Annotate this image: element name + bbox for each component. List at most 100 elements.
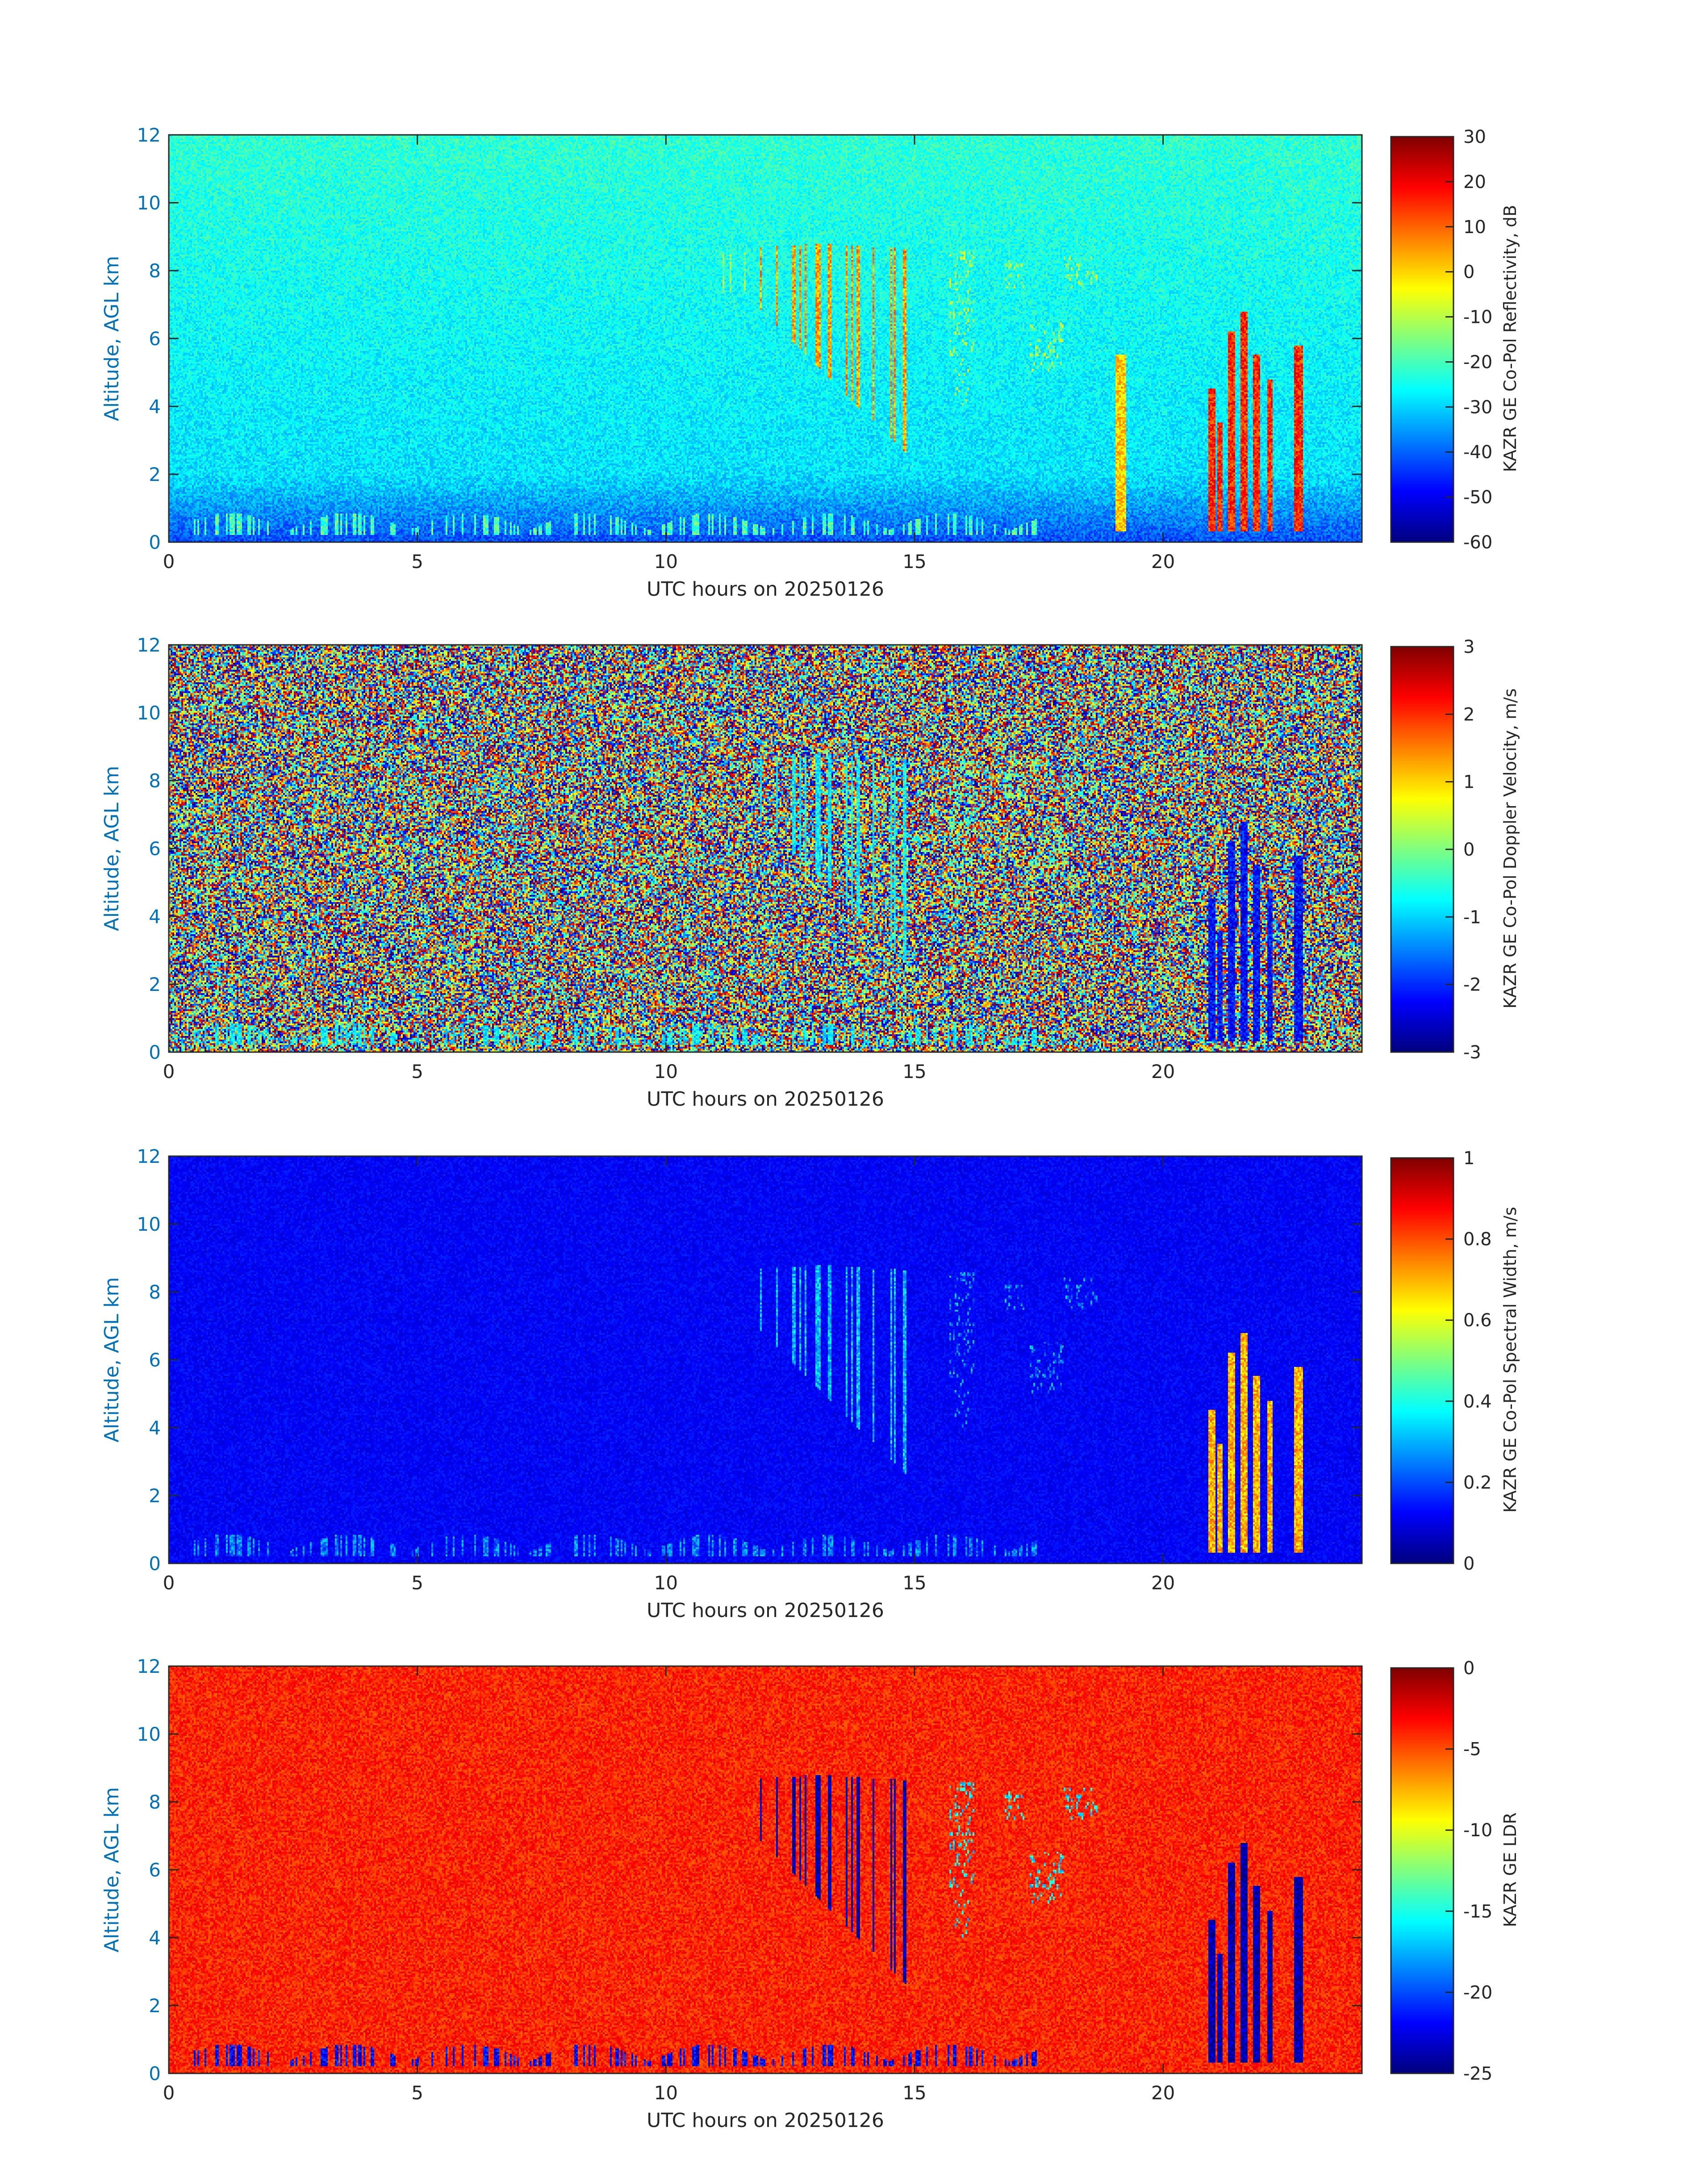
doppler-velocity-axes: 0 5 10 15 20 0 2 4 6 8 10 12 UTC hours on 20250126 Al…: [100, 634, 1363, 1111]
colorbar-gradient: [1390, 1667, 1454, 2074]
ldr-axes: 0 5 10 15 20 0 2 4 6 8 10 12 UTC hours on 20250126 Al…: [100, 1655, 1363, 2132]
y-tick-label: 8: [149, 260, 161, 282]
x-tick-label: 10: [654, 551, 678, 572]
y-tick-label: 2: [149, 1485, 161, 1507]
x-tick-label: 10: [654, 1061, 678, 1082]
x-tick-label: 5: [411, 2082, 423, 2104]
y-tick-label: 10: [137, 702, 161, 724]
reflectivity-axes: 0 5 10 15 20 0 2 4 6 8 10 12 UTC hours on 20250126 Al…: [100, 124, 1363, 601]
x-tick-label: 5: [411, 1061, 423, 1082]
x-tick-label: 0: [163, 551, 175, 572]
x-tick-label: 20: [1151, 1061, 1175, 1082]
colorbar-tick-label: 0.2: [1463, 1472, 1492, 1493]
y-tick-label: 4: [149, 906, 161, 928]
y-tick-label: 0: [149, 2063, 161, 2085]
colorbar-tick-label: -2: [1463, 975, 1481, 995]
y-axis-label: Altitude, AGL km: [100, 256, 123, 421]
colorbar-tick-label: -60: [1463, 532, 1492, 553]
colorbar-tick-label: -40: [1463, 442, 1492, 463]
x-tick-label: 0: [163, 2082, 175, 2104]
colorbar-tick-label: -50: [1463, 487, 1492, 508]
colorbar-tick-label: 1: [1463, 772, 1474, 793]
y-tick-label: 12: [137, 1655, 161, 1677]
y-tick-label: 4: [149, 1417, 161, 1439]
colorbar-tick-label: 0.6: [1463, 1310, 1492, 1331]
y-tick-label: 6: [149, 1349, 161, 1371]
spectral-width-heatmap: [169, 1156, 1362, 1563]
colorbar-tick-label: 0: [1463, 840, 1474, 860]
y-axis-label: Altitude, AGL km: [100, 1787, 123, 1952]
colorbar-tick-label: -20: [1463, 352, 1492, 372]
y-axis-label: Altitude, AGL km: [100, 1277, 123, 1442]
colorbar-tick-label: 0: [1463, 262, 1474, 283]
colorbar-tick-label: -15: [1463, 1901, 1492, 1922]
x-tick-label: 0: [163, 1061, 175, 1082]
y-tick-label: 6: [149, 838, 161, 860]
colorbar-label: KAZR GE Co-Pol Reflectivity, dB: [1500, 205, 1520, 472]
colorbar-tick-label: -25: [1463, 2064, 1492, 2084]
plot-frame: [168, 1665, 1363, 2074]
y-tick-label: 6: [149, 328, 161, 350]
spectral-width-axes: 0 5 10 15 20 0 2 4 6 8 10 12 UTC hours on 20250126 Al…: [100, 1145, 1363, 1622]
x-tick-label: 20: [1151, 551, 1175, 572]
plot-frame: [168, 134, 1363, 543]
colorbar-tick-label: -1: [1463, 907, 1481, 928]
x-tick-label: 15: [902, 2082, 926, 2104]
colorbar-tick-label: -30: [1463, 397, 1492, 418]
colorbar-gradient: [1390, 136, 1454, 543]
y-tick-label: 2: [149, 464, 161, 485]
x-tick-label: 5: [411, 551, 423, 572]
y-tick-label: 12: [137, 124, 161, 146]
reflectivity-heatmap: [169, 135, 1362, 542]
x-axis-label: UTC hours on 20250126: [647, 1088, 884, 1111]
y-tick-label: 2: [149, 1995, 161, 2017]
colorbar-tick-label: 20: [1463, 172, 1486, 192]
ldr-heatmap: [169, 1666, 1362, 2073]
y-tick-label: 8: [149, 770, 161, 792]
y-tick-label: 12: [137, 1145, 161, 1167]
y-tick-label: 4: [149, 396, 161, 418]
x-tick-label: 20: [1151, 2082, 1175, 2104]
doppler-velocity-colorbar: 3 2 1 0 -1 -2 -3 KAZR GE Co-Pol Doppler Velocit…: [1390, 637, 1520, 1063]
colorbar-tick-label: 0.8: [1463, 1229, 1492, 1250]
y-tick-label: 0: [149, 531, 161, 553]
y-tick-label: 6: [149, 1859, 161, 1881]
colorbar-tick-label: 1: [1463, 1148, 1474, 1169]
plot-frame: [168, 1155, 1363, 1564]
colorbar-tick-label: 0.4: [1463, 1391, 1492, 1412]
colorbar-tick-label: 0: [1463, 1554, 1474, 1574]
colorbar-tick-label: 0: [1463, 1658, 1474, 1679]
plot-frame: [168, 644, 1363, 1053]
x-tick-label: 15: [902, 551, 926, 572]
y-tick-label: 10: [137, 192, 161, 214]
y-tick-label: 10: [137, 1723, 161, 1745]
colorbar-label: KAZR GE LDR: [1500, 1812, 1520, 1927]
y-tick-label: 10: [137, 1213, 161, 1235]
x-tick-label: 15: [902, 1572, 926, 1594]
colorbar-gradient: [1390, 1157, 1454, 1564]
colorbar-label: KAZR GE Co-Pol Spectral Width, m/s: [1500, 1207, 1520, 1513]
ldr-colorbar: 0 -5 -10 -15 -20 -25 KAZR GE LDR: [1390, 1658, 1520, 2084]
y-axis-label: Altitude, AGL km: [100, 766, 123, 931]
colorbar-tick-label: -5: [1463, 1739, 1481, 1760]
colorbar-tick-label: -10: [1463, 307, 1492, 328]
colorbar-tick-label: 3: [1463, 637, 1474, 657]
spectral-width-colorbar: 1 0.8 0.6 0.4 0.2 0 KAZR GE Co-Pol Spectral Wi…: [1390, 1148, 1520, 1574]
reflectivity-colorbar: 30 20 10 0 -10 -20 -30 -40 -50 -60 KAZR GE Co-Pol …: [1390, 127, 1520, 553]
y-tick-label: 2: [149, 974, 161, 995]
x-axis-label: UTC hours on 20250126: [647, 1599, 884, 1622]
colorbar-tick-label: -10: [1463, 1820, 1492, 1841]
y-tick-label: 0: [149, 1553, 161, 1575]
y-tick-label: 4: [149, 1927, 161, 1949]
x-tick-label: 20: [1151, 1572, 1175, 1594]
x-tick-label: 10: [654, 2082, 678, 2104]
y-tick-label: 0: [149, 1041, 161, 1063]
x-tick-label: 10: [654, 1572, 678, 1594]
colorbar-tick-label: 2: [1463, 704, 1474, 725]
x-tick-label: 0: [163, 1572, 175, 1594]
colorbar-label: KAZR GE Co-Pol Doppler Velocity, m/s: [1500, 688, 1520, 1008]
x-axis-label: UTC hours on 20250126: [647, 2109, 884, 2132]
y-tick-label: 8: [149, 1791, 161, 1813]
